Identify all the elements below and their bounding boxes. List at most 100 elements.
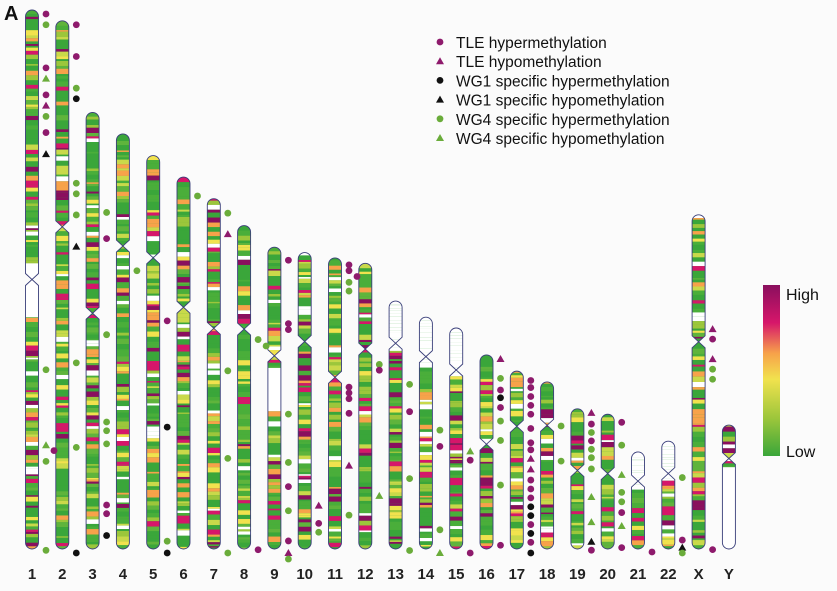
methylation-mark-tle_hypo-chr19 — [587, 408, 596, 416]
chromosome-15-bands — [449, 328, 463, 549]
methylation-mark-tle_hyper-chr14 — [436, 442, 444, 450]
methylation-mark-wg4_hyper-chr3 — [103, 427, 110, 435]
chromosome-14-outline — [418, 316, 433, 550]
methylation-mark-wg1_hypo-chr2 — [72, 242, 81, 250]
chromosome-3-outline — [85, 111, 100, 550]
chromosome-11-outline — [328, 257, 342, 550]
methylation-mark-wg4_hyper-chr9 — [285, 507, 292, 515]
methylation-mark-tle_hyper-chr19 — [588, 420, 595, 428]
chromosome-15-outline — [449, 327, 464, 550]
methylation-mark-tle_hyper-chr17 — [527, 439, 535, 447]
chromosome-9-outline — [267, 246, 282, 550]
methylation-mark-tle_hyper-chr17 — [527, 476, 535, 484]
methylation-mark-tle_hyper-chr11 — [345, 409, 353, 417]
methylation-mark-tle_hyper-chr3 — [103, 235, 110, 243]
methylation-mark-wg1_hypo-chr22 — [678, 543, 687, 551]
chromosome-8-bands — [237, 225, 251, 549]
methylation-mark-wg4_hyper-chr22 — [678, 474, 686, 481]
methylation-mark-wg1_hyper-chr17 — [527, 549, 535, 557]
methylation-mark-wg1_hypo-chr19 — [587, 537, 596, 545]
chromosome-label-10: 10 — [296, 566, 313, 583]
methylation-mark-tle_hyper-chr22 — [678, 536, 686, 544]
methylation-mark-tle_hyper-chr11 — [353, 273, 361, 280]
chromosome-label-8: 8 — [240, 566, 248, 583]
methylation-mark-wg4_hyper-chr4 — [133, 267, 141, 275]
methylation-mark-tle_hyper-chr3 — [103, 501, 110, 509]
methylation-mark-tle_hyper-chr2 — [72, 53, 80, 60]
methylation-mark-tle_hyper-chr17 — [527, 446, 535, 454]
methylation-mark-wg4_hyper-chr1 — [42, 366, 50, 374]
methylation-mark-wg4_hyper-chr16 — [497, 374, 504, 382]
methylation-mark-wg4_hypo-chr20 — [617, 470, 626, 478]
chromosome-22-bands — [661, 441, 675, 549]
chromosome-8-outline — [237, 225, 252, 550]
methylation-mark-wg4_hyper-chr20 — [618, 488, 626, 496]
chromosome-12-outline — [358, 262, 373, 550]
methylation-mark-tle_hyper-chr9 — [285, 537, 292, 545]
chromosome-4-bands — [116, 133, 130, 549]
methylation-mark-tle_hyper-chr17 — [527, 485, 535, 493]
methylation-mark-tle_hyper-chr20 — [618, 544, 626, 552]
methylation-mark-tle_hyper-chr17 — [527, 521, 535, 528]
chromosome-label-22: 22 — [660, 566, 677, 583]
methylation-mark-tle_hyper-chr15 — [466, 549, 474, 557]
chromosome-6-bands — [177, 177, 190, 549]
methylation-mark-wg4_hyper-chr11 — [345, 511, 353, 519]
chromosome-19-bands — [570, 408, 584, 549]
chromosome-label-2: 2 — [58, 566, 66, 583]
methylation-mark-tle_hyper-chr11 — [345, 261, 353, 269]
chromosome-label-4: 4 — [119, 566, 128, 583]
methylation-mark-wg4_hyper-chr13 — [406, 547, 413, 554]
methylation-mark-wg4_hyper-chr1 — [42, 113, 50, 120]
chromosome-1-bands — [25, 10, 39, 550]
methylation-mark-wg4_hyper-chr18 — [557, 422, 565, 430]
methylation-mark-wg4_hyper-chr13 — [406, 381, 413, 388]
methylation-mark-tle_hyper-chr9 — [285, 483, 292, 490]
legend-marker-wg4_hyper — [436, 115, 444, 123]
color-scale-low-label: Low — [786, 444, 816, 461]
methylation-mark-wg4_hyper-chr5 — [163, 537, 171, 545]
methylation-mark-tle_hyper-chrX — [709, 546, 716, 554]
chromosome-18-bands — [540, 381, 554, 549]
methylation-mark-wg4_hyper-chr6 — [194, 192, 201, 200]
methylation-mark-wg4_hyper-chr20 — [618, 498, 626, 506]
legend-label-wg1_hypo: WG1 specific hypomethylation — [456, 93, 664, 110]
legend-marker-wg1_hypo — [436, 95, 444, 103]
methylation-mark-wg4_hyper-chr3 — [103, 209, 110, 216]
methylation-mark-wg4_hyper-chrX — [709, 375, 716, 383]
methylation-mark-tle_hyper-chr17 — [527, 425, 535, 432]
chromosome-label-14: 14 — [418, 566, 435, 583]
methylation-mark-wg4_hypo-chr19 — [587, 492, 596, 500]
chromosome-13-bands — [389, 301, 403, 549]
methylation-mark-wg4_hyper-chr2 — [72, 84, 80, 92]
chromosome-label-12: 12 — [357, 566, 374, 583]
methylation-mark-tle_hyper-chr1 — [50, 447, 58, 454]
methylation-mark-wg4_hyper-chr3 — [103, 331, 110, 339]
methylation-mark-tle_hyper-chr11 — [345, 395, 353, 403]
chromosome-5-outline — [146, 155, 161, 550]
methylation-mark-tle_hypo-chrX — [708, 355, 717, 363]
methylation-mark-group — [42, 10, 717, 563]
chromosome-21-bands — [631, 451, 645, 549]
chromosome-label-5: 5 — [149, 566, 157, 583]
chromosome-label-7: 7 — [210, 566, 218, 583]
color-scale-high-label: High — [786, 287, 819, 304]
methylation-mark-tle_hyper-chr19 — [588, 546, 595, 554]
legend-marker-wg4_hypo — [436, 134, 444, 141]
chromosome-label-group: 1 2 3 4 5 6 7 8 9 10 11 12 13 14 15 16 17 18 19 20 21 22 X Y — [28, 566, 734, 583]
chromosome-X-bands — [692, 214, 706, 549]
methylation-mark-wg4_hypo-chr1 — [42, 74, 50, 82]
chromosome-7-bands — [207, 198, 221, 549]
methylation-mark-wg4_hyper-chr1 — [42, 457, 50, 465]
methylation-mark-tle_hypo-chr17 — [526, 465, 535, 473]
methylation-mark-wg4_hyper-chr3 — [103, 440, 110, 448]
methylation-mark-wg4_hyper-chr14 — [436, 526, 444, 534]
methylation-mark-wg4_hyper-chr10 — [315, 528, 323, 536]
methylation-mark-tle_hypo-chr11 — [345, 461, 353, 469]
legend-label-wg4_hyper: WG4 specific hypermethylation — [456, 112, 670, 129]
chromosome-14-bands — [419, 317, 433, 549]
methylation-mark-tle_hypo-chr7 — [223, 230, 232, 238]
chromosome-17-bands — [510, 371, 524, 549]
methylation-mark-tle_hyper-chr20 — [618, 509, 626, 516]
